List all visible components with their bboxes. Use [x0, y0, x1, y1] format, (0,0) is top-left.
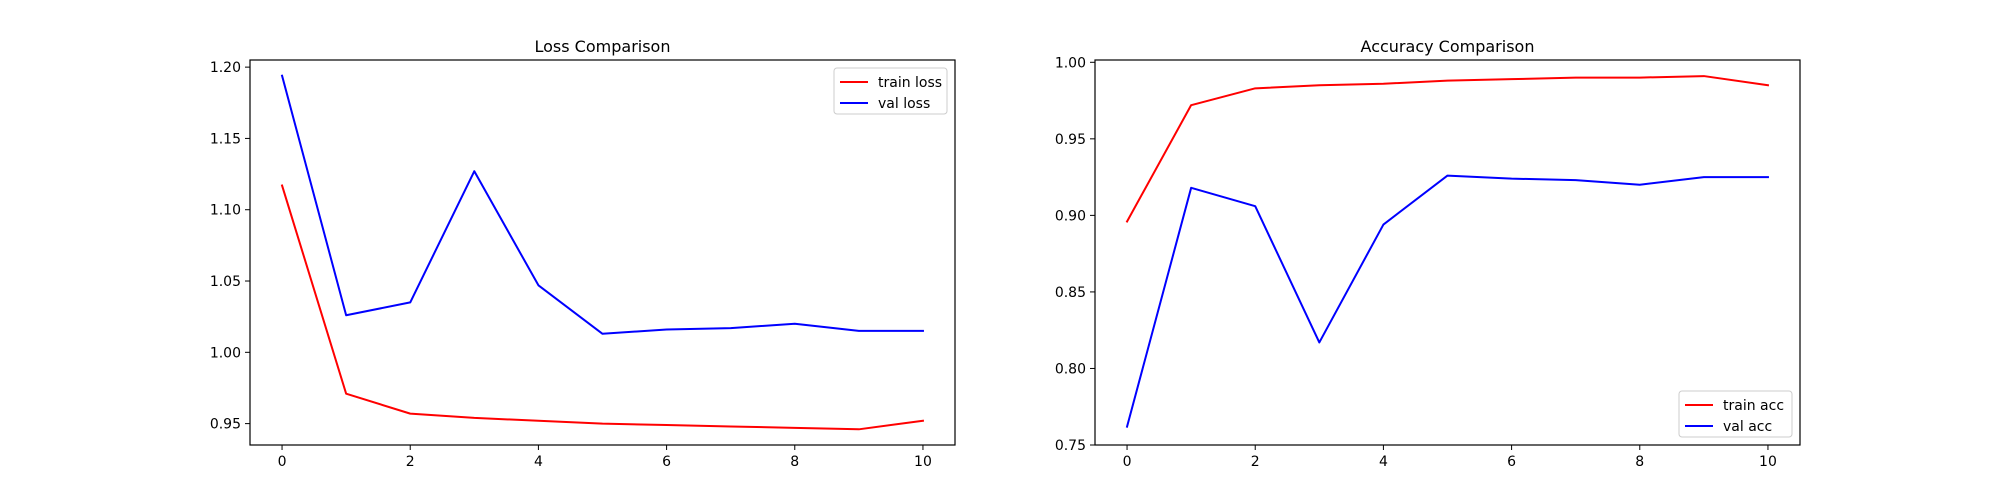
- accuracy-y-tick-label: 0.80: [1055, 361, 1086, 377]
- loss-x-tick-label: 6: [662, 454, 671, 470]
- loss-series-train-loss: [280, 184, 925, 431]
- loss-x-tick-label: 2: [406, 454, 415, 470]
- loss-series-val-loss: [280, 74, 924, 335]
- loss-legend-label: train loss: [878, 75, 942, 91]
- loss-x-tick-label: 8: [790, 454, 799, 470]
- accuracy-y-tick-label: 1.00: [1055, 55, 1086, 71]
- loss-legend: train loss val loss: [833, 67, 948, 115]
- accuracy-x-tick-label: 10: [1759, 454, 1777, 470]
- accuracy-y-tick-label: 0.85: [1055, 285, 1086, 301]
- accuracy-legend-label: train acc: [1723, 398, 1784, 414]
- accuracy-series-val-acc: [1125, 174, 1769, 428]
- accuracy-chart-title: Accuracy Comparison: [1361, 37, 1535, 56]
- accuracy-x-tick-label: 8: [1635, 454, 1644, 470]
- accuracy-axes-frame: [1094, 59, 1801, 446]
- accuracy-x-tick-label: 2: [1251, 454, 1260, 470]
- accuracy-legend: train acc val acc: [1678, 390, 1793, 438]
- accuracy-x-tick-label: 4: [1379, 454, 1388, 470]
- loss-y-tick-label: 1.15: [210, 131, 241, 147]
- accuracy-chart: Accuracy Comparison 0 2 4 6 8 10 0.75 0.80 0.85 0…: [1055, 37, 1801, 470]
- accuracy-y-tick-label: 0.75: [1055, 438, 1086, 454]
- loss-y-tick-label: 1.05: [210, 274, 241, 290]
- loss-x-tick-label: 0: [278, 454, 287, 470]
- loss-chart-title: Loss Comparison: [535, 37, 671, 56]
- loss-axes-frame: [249, 59, 956, 446]
- accuracy-series-train-acc: [1125, 75, 1770, 223]
- accuracy-x-tick-label: 6: [1507, 454, 1516, 470]
- accuracy-y-tick-label: 0.95: [1055, 132, 1086, 148]
- loss-chart: Loss Comparison 0 2 4 6 8 10 0.95 1.00 1.05 1.10 1…: [210, 37, 956, 470]
- loss-x-tick-label: 4: [534, 454, 543, 470]
- loss-y-tick-label: 1.00: [210, 345, 241, 361]
- loss-y-tick-label: 0.95: [210, 417, 241, 433]
- loss-y-tick-label: 1.20: [210, 60, 241, 76]
- loss-legend-label: val loss: [878, 96, 930, 112]
- accuracy-y-tick-label: 0.90: [1055, 208, 1086, 224]
- loss-x-tick-label: 10: [914, 454, 932, 470]
- accuracy-x-tick-label: 0: [1123, 454, 1132, 470]
- loss-y-tick-label: 1.10: [210, 203, 241, 219]
- accuracy-legend-label: val acc: [1723, 419, 1772, 435]
